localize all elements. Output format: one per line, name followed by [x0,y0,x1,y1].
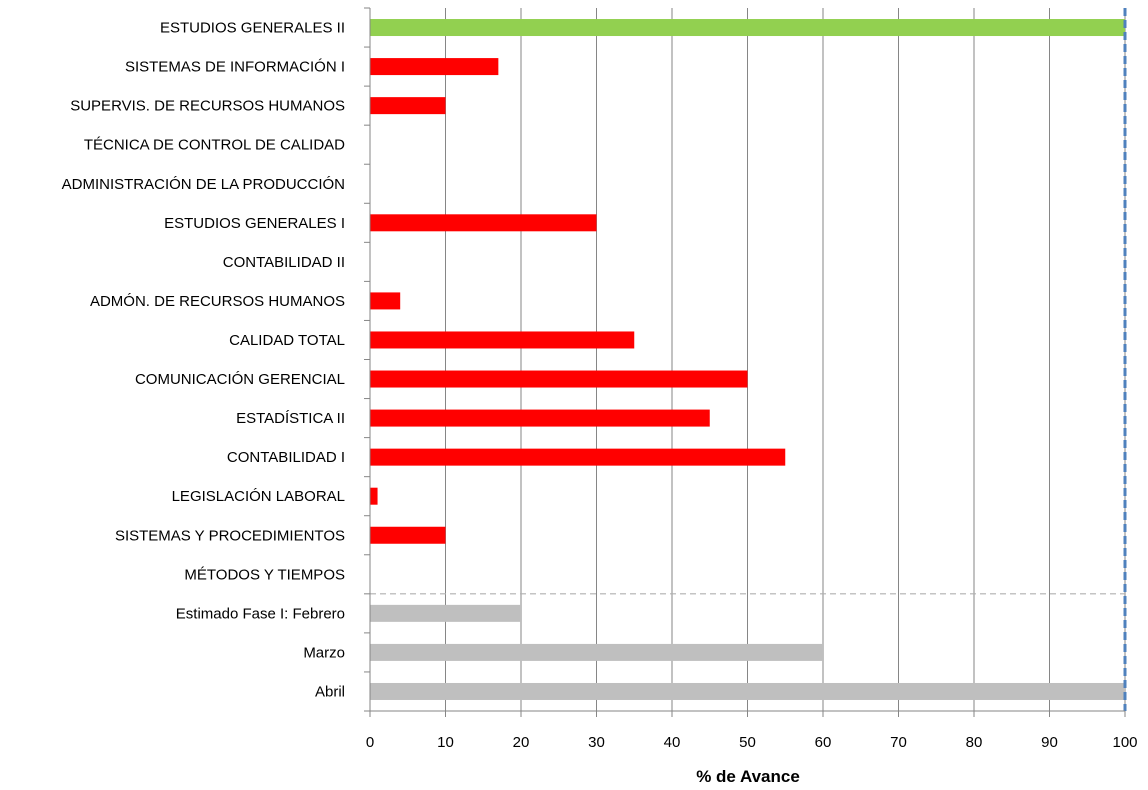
category-label-5: ESTUDIOS GENERALES I [164,215,345,232]
category-label-1: SISTEMAS DE INFORMACIÓN I [125,59,345,76]
x-tick-label-50: 50 [739,734,756,751]
x-tick-labels: 0 10 20 30 40 50 60 70 80 90 100 [366,734,1138,751]
category-label-4: ADMINISTRACIÓN DE LA PRODUCCIÓN [62,176,345,193]
x-tick-label-90: 90 [1041,734,1058,751]
x-tick-label-80: 80 [966,734,983,751]
bar-1 [370,58,499,76]
x-tick-label-30: 30 [588,734,605,751]
category-label-6: CONTABILIDAD II [223,254,345,271]
bar-7 [370,292,401,310]
category-label-13: SISTEMAS Y PROCEDIMIENTOS [115,527,345,544]
x-tick-label-20: 20 [513,734,530,751]
bar-11 [370,448,786,466]
x-tick-label-60: 60 [815,734,832,751]
x-tick-label-70: 70 [890,734,907,751]
bar-13 [370,526,446,544]
bar-0 [370,19,1125,37]
category-label-14: MÉTODOS Y TIEMPOS [184,566,345,583]
bars [370,19,1125,700]
category-label-7: ADMÓN. DE RECURSOS HUMANOS [90,293,345,310]
axes [364,7,1126,717]
category-label-16: Marzo [303,644,345,661]
bar-2 [370,97,446,115]
x-tick-label-10: 10 [437,734,454,751]
category-label-0: ESTUDIOS GENERALES II [160,20,345,37]
bar-10 [370,409,710,427]
x-axis-title: % de Avance [696,767,800,786]
bar-8 [370,331,635,349]
category-label-17: Abril [315,683,345,700]
bar-12 [370,487,378,505]
category-label-12: LEGISLACIÓN LABORAL [172,488,345,505]
bar-5 [370,214,597,232]
category-label-9: COMUNICACIÓN GERENCIAL [135,371,345,388]
category-label-2: SUPERVIS. DE RECURSOS HUMANOS [70,98,345,115]
x-tick-label-100: 100 [1112,734,1137,751]
category-label-11: CONTABILIDAD I [227,449,345,466]
category-label-3: TÉCNICA DE CONTROL DE CALIDAD [84,137,345,154]
category-label-15: Estimado Fase I: Febrero [176,605,345,622]
category-label-10: ESTADÍSTICA II [236,410,345,427]
bar-9 [370,370,748,388]
category-labels: ESTUDIOS GENERALES II SISTEMAS DE INFORMA… [62,20,346,701]
x-tick-label-0: 0 [366,734,374,751]
grid-lines [370,8,1126,711]
bar-17 [370,682,1125,700]
bar-15 [370,604,521,622]
x-tick-label-40: 40 [664,734,681,751]
bar-16 [370,643,823,661]
category-label-8: CALIDAD TOTAL [229,332,345,349]
